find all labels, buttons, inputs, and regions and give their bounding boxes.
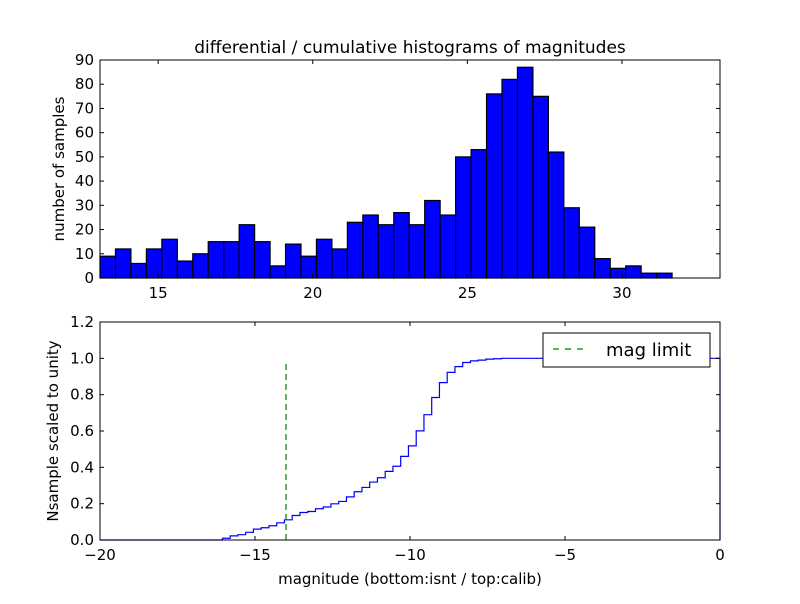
top-y-tick-label: 0 [84, 269, 94, 287]
histogram-bar [424, 199, 441, 279]
histogram-bar [207, 241, 225, 279]
bottom-x-tick-label: −20 [84, 546, 116, 564]
histogram-bar [625, 265, 642, 279]
bottom-y-tick-label: 1.0 [70, 349, 94, 367]
bottom-y-tick-label: 0.6 [70, 422, 94, 440]
histogram-bar [99, 255, 117, 279]
histogram-bar [284, 243, 302, 279]
histogram-bar [114, 248, 132, 279]
top-y-axis-label: number of samples [50, 96, 68, 241]
histogram-bar [192, 253, 209, 279]
histogram-bar [547, 151, 565, 279]
top-x-tick-label: 15 [149, 284, 168, 302]
histogram-bar [269, 265, 287, 279]
histogram-bar [223, 241, 240, 279]
histogram-bar [485, 93, 503, 279]
histogram-bar [377, 224, 395, 279]
top-chart-title: differential / cumulative histograms of … [194, 38, 626, 58]
histogram-bar [362, 214, 379, 279]
histogram-bar [656, 272, 673, 279]
top-x-tick-label: 30 [612, 284, 631, 302]
top-x-tick-label: 25 [458, 284, 477, 302]
histogram-bar [578, 226, 596, 279]
histogram-bar [640, 272, 658, 279]
histogram-bar [254, 241, 271, 279]
top-y-tick-label: 60 [75, 124, 94, 142]
histogram-bar [516, 66, 534, 279]
bottom-y-tick-label: 0.4 [70, 458, 94, 476]
histogram-bar [393, 212, 410, 279]
top-y-tick-label: 10 [75, 245, 94, 263]
histogram-bar [501, 78, 519, 279]
bottom-y-tick-label: 0.0 [70, 531, 94, 549]
bottom-x-tick-label: −15 [239, 546, 271, 564]
top-axes-frame [99, 59, 721, 279]
histogram-bar [176, 260, 194, 279]
histogram-bar [145, 248, 163, 279]
top-y-tick-label: 90 [75, 51, 94, 69]
histogram-bar [594, 258, 611, 279]
top-histogram: 15 20 25 30 0 10 20 30 40 50 60 70 80 90 [75, 51, 721, 302]
bottom-y-tick-label: 1.2 [70, 313, 94, 331]
histogram-bar [331, 248, 348, 279]
histogram-bar [470, 149, 488, 279]
bottom-cumulative-plot: −20 −15 −10 −5 0 0.0 0.2 0.4 0.6 0.8 1.0 1.2 mag lim… [70, 313, 725, 564]
top-y-tick-label: 70 [75, 99, 94, 117]
histogram-bar [563, 207, 580, 279]
histogram-bar [300, 255, 318, 279]
legend-mag-limit-label: mag limit [606, 340, 691, 361]
bottom-y-tick-label: 0.2 [70, 495, 94, 513]
histogram-bar [609, 267, 627, 279]
top-y-tick-label: 50 [75, 148, 94, 166]
legend-box [542, 332, 711, 368]
top-y-tick-label: 20 [75, 221, 94, 239]
bottom-x-axis-label: magnitude (bottom:isnt / top:calib) [278, 570, 542, 588]
bottom-x-tick-label: −5 [554, 546, 576, 564]
bottom-x-tick-label: 0 [715, 546, 725, 564]
top-x-tick-label: 20 [303, 284, 322, 302]
bottom-y-tick-label: 0.8 [70, 386, 94, 404]
histogram-bar [455, 156, 472, 279]
histogram-bar [439, 214, 457, 279]
legend: mag limit [542, 332, 711, 368]
histogram-bar [315, 238, 333, 279]
top-y-tick-label: 40 [75, 172, 94, 190]
top-y-tick-label: 30 [75, 196, 94, 214]
histogram-bar [161, 238, 178, 279]
histogram-bar [130, 262, 147, 279]
histogram-bar [238, 224, 256, 279]
top-y-tick-label: 80 [75, 75, 94, 93]
bottom-x-tick-label: −10 [394, 546, 426, 564]
cumulative-step-line [100, 357, 721, 541]
histogram-bar [408, 224, 426, 279]
histogram-bar [532, 95, 549, 279]
histogram-bar [346, 221, 364, 279]
bottom-y-axis-label: Nsample scaled to unity [44, 340, 62, 521]
